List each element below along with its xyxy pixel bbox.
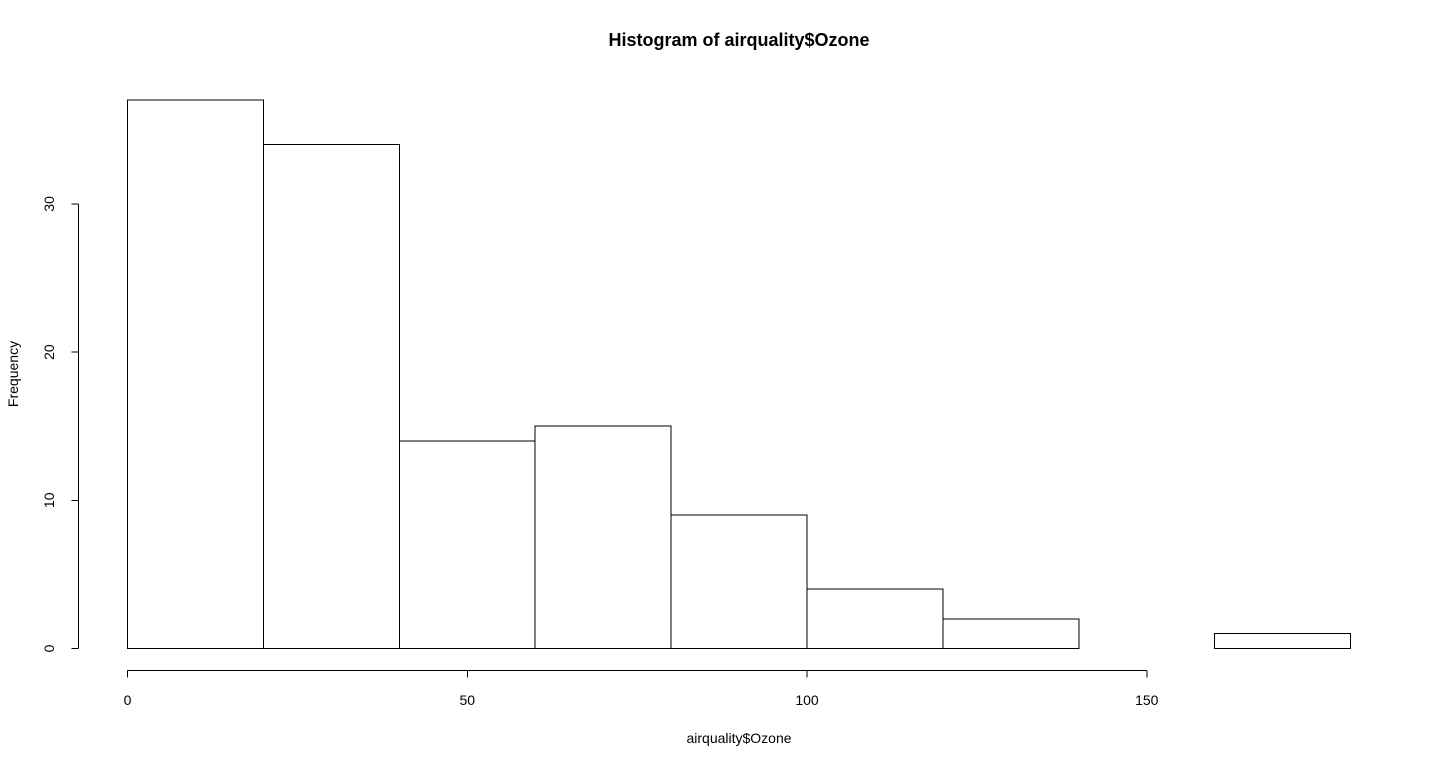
x-axis: 0 50 100 150	[124, 670, 1159, 708]
histogram-bar-160-180	[1214, 633, 1352, 650]
y-tick-label: 20	[41, 344, 57, 360]
y-tick-label: 30	[41, 196, 57, 212]
x-axis-title: airquality$Ozone	[686, 730, 791, 746]
x-tick-label: 50	[459, 692, 475, 708]
x-tick-label: 150	[1135, 692, 1159, 708]
y-tick-label: 0	[41, 644, 57, 652]
bars-group	[127, 99, 1352, 650]
histogram-bar-80-100	[670, 514, 808, 649]
histogram-bar-20-40	[262, 144, 400, 649]
y-axis: 0 10 20 30	[41, 196, 79, 652]
histogram-bar-60-80	[534, 425, 672, 650]
histogram-bar-40-60	[398, 440, 536, 649]
y-axis-title: Frequency	[5, 341, 21, 407]
histogram-bar-0-20	[127, 99, 264, 649]
histogram-bar-120-140	[942, 618, 1080, 650]
chart-title: Histogram of airquality$Ozone	[608, 30, 869, 50]
x-tick-label: 0	[124, 692, 132, 708]
histogram-bar-100-120	[806, 588, 944, 650]
y-tick-label: 10	[41, 492, 57, 508]
x-tick-label: 100	[795, 692, 819, 708]
